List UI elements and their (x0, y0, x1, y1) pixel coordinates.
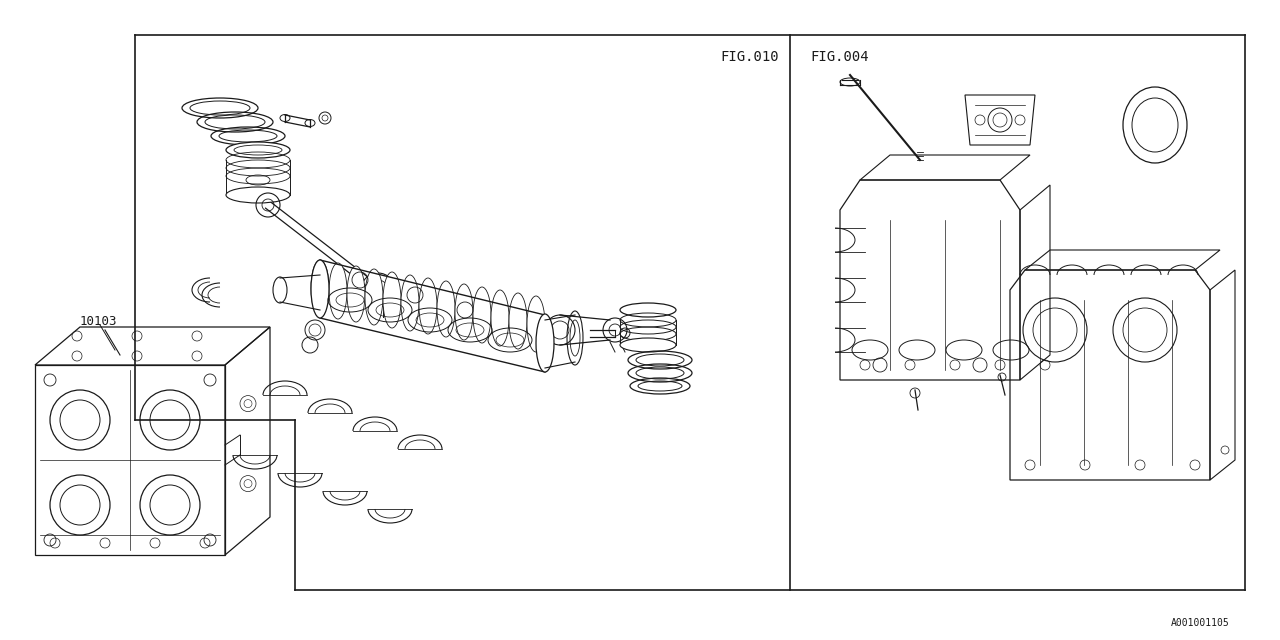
Ellipse shape (419, 278, 436, 334)
Ellipse shape (536, 314, 554, 372)
Ellipse shape (347, 266, 365, 322)
Text: A001001105: A001001105 (1171, 618, 1230, 628)
Ellipse shape (454, 284, 474, 340)
Ellipse shape (383, 272, 401, 328)
Ellipse shape (509, 293, 527, 349)
Ellipse shape (620, 338, 676, 352)
Text: 10103: 10103 (79, 315, 118, 328)
Ellipse shape (311, 260, 329, 318)
Ellipse shape (527, 296, 545, 352)
Ellipse shape (227, 187, 291, 203)
Ellipse shape (401, 275, 419, 331)
Ellipse shape (329, 263, 347, 319)
Ellipse shape (311, 260, 329, 316)
Text: FIG.010: FIG.010 (719, 50, 778, 64)
Ellipse shape (492, 290, 509, 346)
Text: FIG.004: FIG.004 (810, 50, 869, 64)
Ellipse shape (620, 303, 676, 317)
Ellipse shape (227, 142, 291, 158)
Ellipse shape (474, 287, 492, 343)
Ellipse shape (365, 269, 383, 325)
Ellipse shape (436, 281, 454, 337)
